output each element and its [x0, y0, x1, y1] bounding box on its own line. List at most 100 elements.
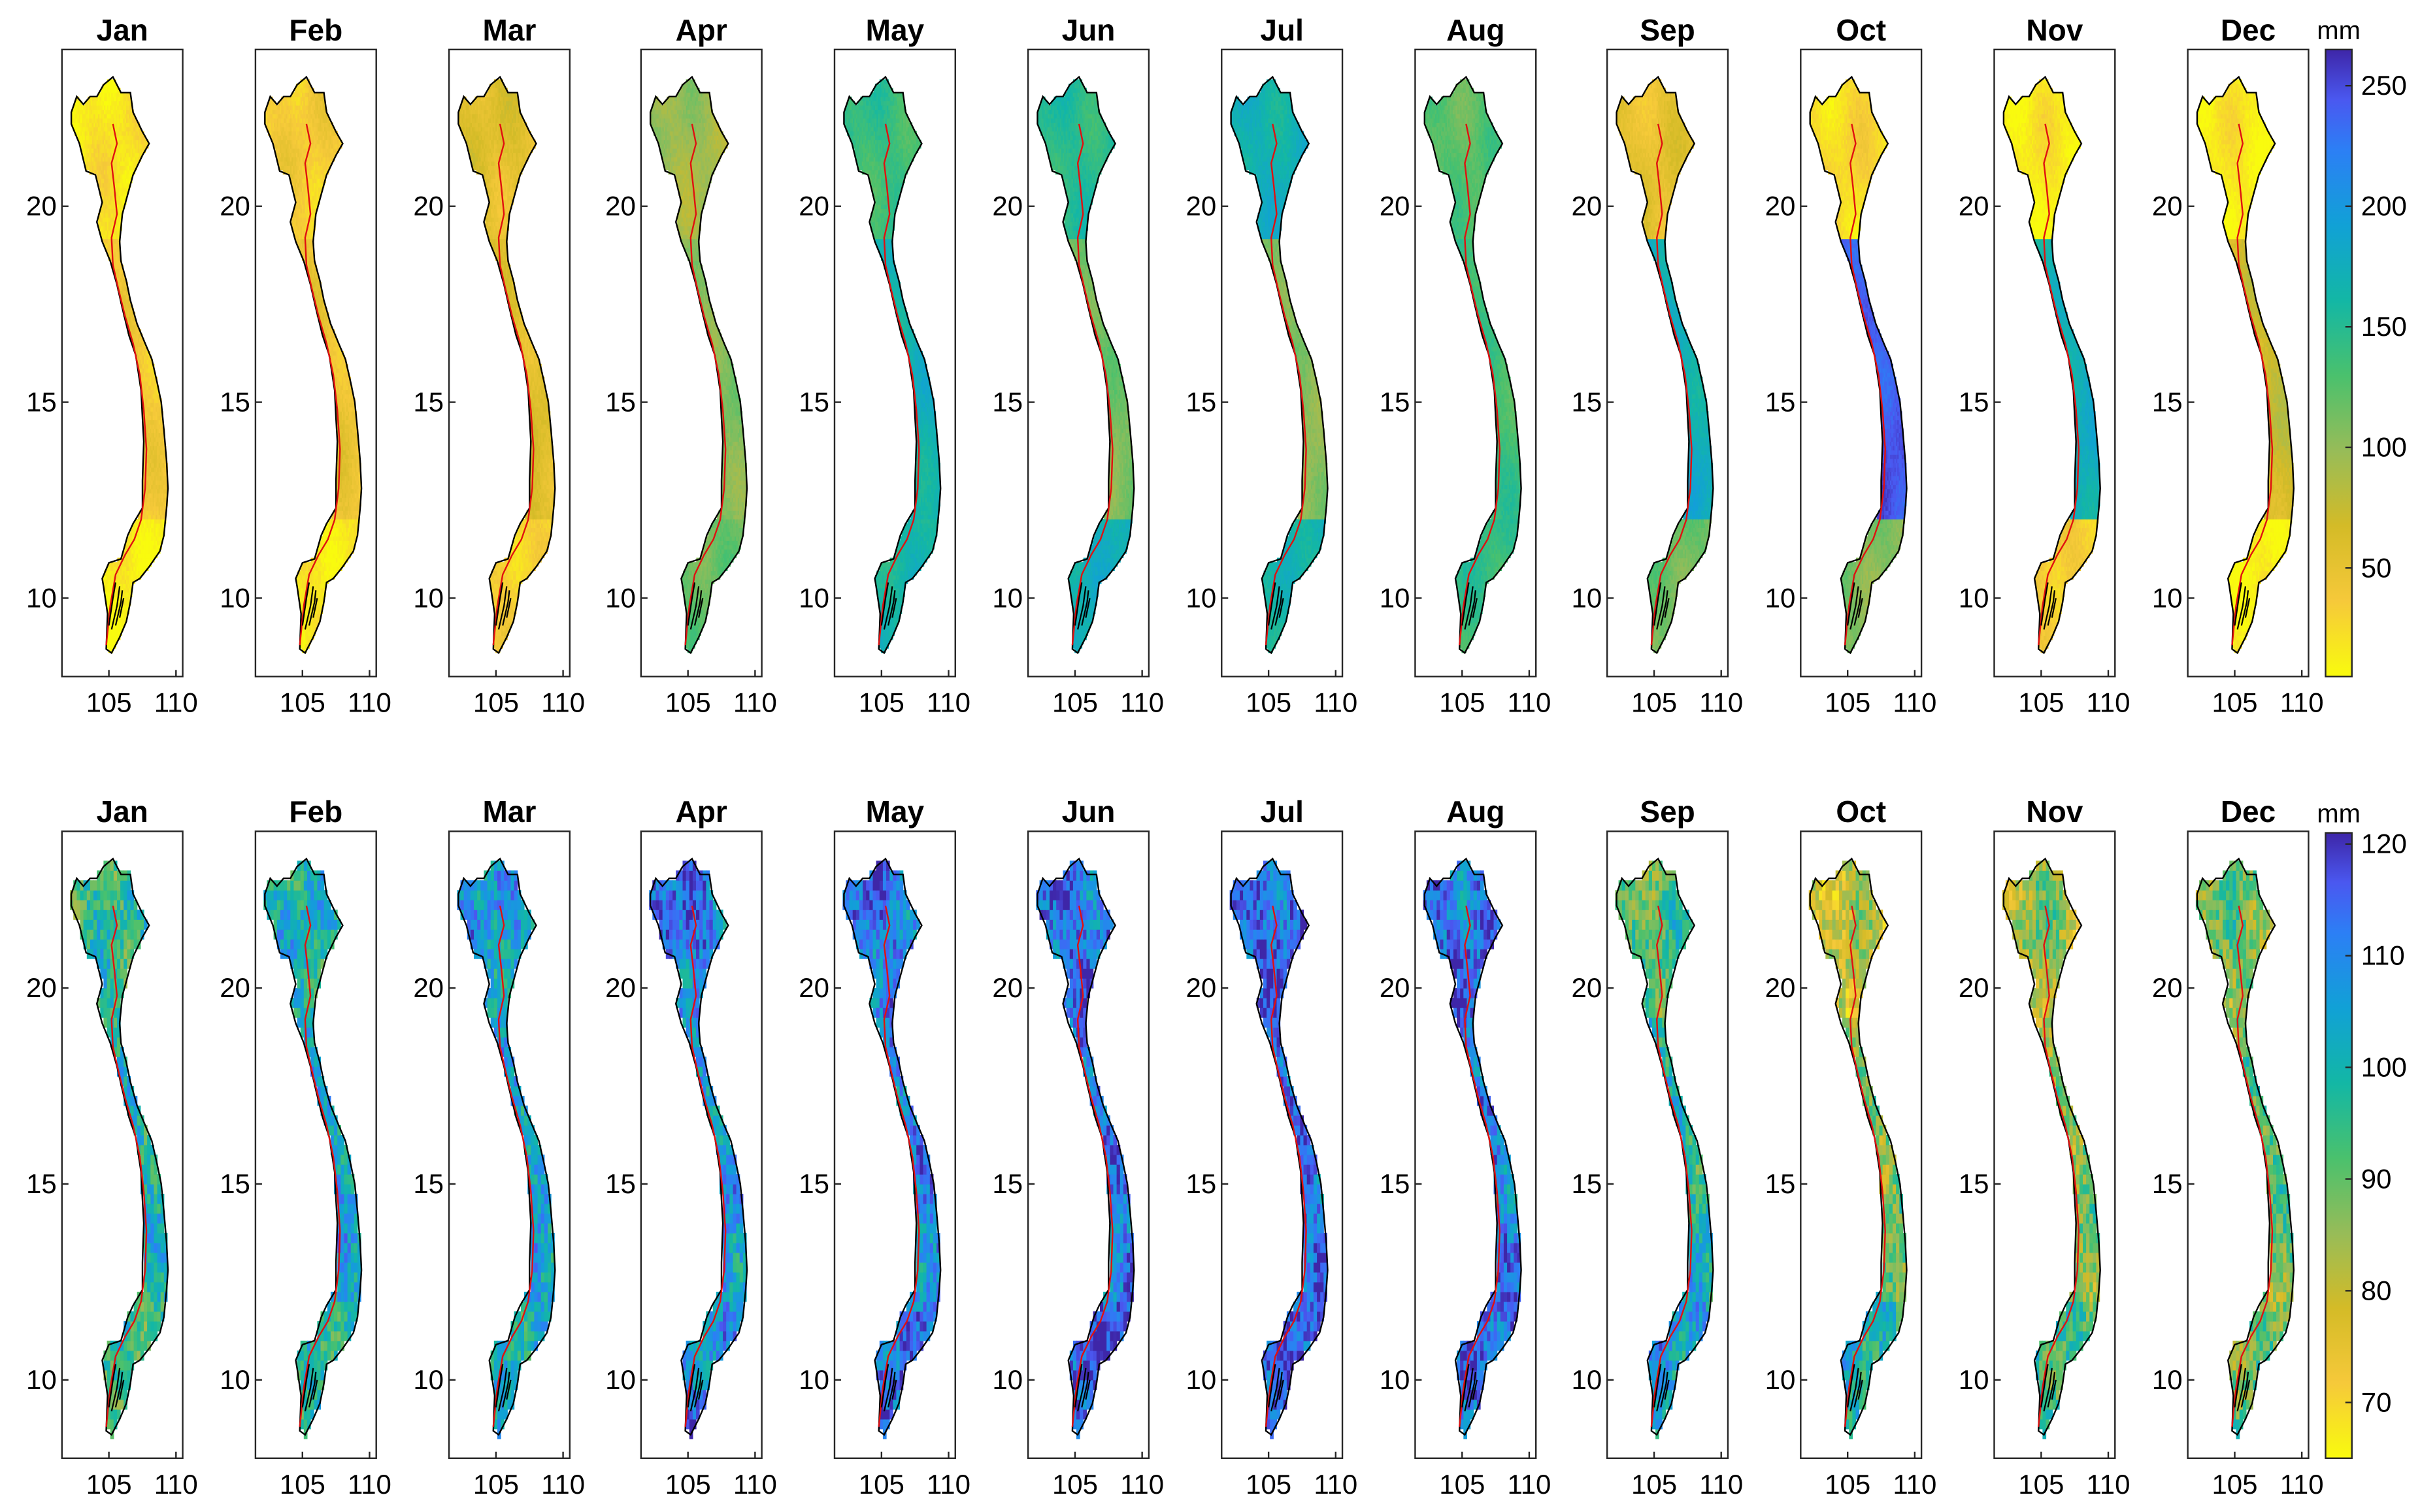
- heat-cell: [150, 385, 152, 390]
- heat-cell: [148, 562, 150, 567]
- heat-cell: [148, 403, 150, 408]
- heat-cell: [129, 169, 131, 175]
- heat-cell: [114, 570, 116, 576]
- heat-cell: [116, 587, 118, 593]
- heat-cell: [108, 225, 110, 231]
- heat-cell: [118, 208, 121, 214]
- heat-cell: [136, 566, 139, 571]
- heat-cell: [142, 359, 144, 365]
- heat-cell: [98, 144, 100, 149]
- heat-cell: [107, 165, 109, 171]
- heat-cell: [99, 127, 102, 132]
- heat-cell: [146, 433, 149, 438]
- heat-cell: [130, 320, 133, 325]
- heat-cell: [148, 557, 150, 563]
- heat-cell: [142, 389, 144, 395]
- heat-cell: [90, 148, 93, 154]
- heat-cell: [116, 269, 118, 274]
- heat-cell: [151, 489, 154, 494]
- heat-cell: [110, 640, 112, 645]
- heat-cell: [142, 148, 144, 154]
- heat-cell: [107, 230, 109, 235]
- heat-cell: [138, 575, 140, 580]
- heat-cell: [151, 406, 154, 412]
- heat-cell: [142, 393, 144, 399]
- heat-cell: [123, 286, 125, 291]
- heat-cell: [105, 587, 108, 593]
- heat-cell: [136, 329, 139, 335]
- heat-cell: [154, 532, 156, 537]
- heat-cell: [136, 131, 139, 136]
- heat-cell: [136, 338, 139, 343]
- heat-cell: [102, 182, 105, 188]
- heat-cell: [146, 359, 149, 365]
- heat-cell: [112, 247, 115, 252]
- heat-cell: [124, 282, 127, 287]
- heat-cell: [136, 557, 139, 563]
- heat-cell: [123, 152, 125, 157]
- heat-cell: [130, 329, 133, 335]
- heat-cell: [124, 312, 127, 317]
- heat-cell: [93, 161, 96, 166]
- heat-cell: [144, 562, 146, 567]
- heat-cell: [144, 471, 146, 476]
- heat-cell: [133, 157, 136, 162]
- heat-cell: [104, 148, 106, 154]
- heat-cell: [101, 217, 103, 222]
- heat-cell: [107, 131, 109, 136]
- heat-cell: [151, 446, 154, 451]
- heat-cell: [102, 131, 105, 136]
- heat-cell: [157, 527, 159, 533]
- heat-cell: [105, 583, 108, 589]
- heat-cell: [156, 436, 157, 442]
- heat-cell: [108, 230, 110, 235]
- heat-cell: [123, 135, 125, 140]
- heat-cell: [123, 618, 125, 623]
- heat-cell: [78, 131, 81, 136]
- heat-cell: [159, 480, 162, 485]
- heat-cell: [156, 419, 157, 425]
- heat-cell: [118, 622, 121, 627]
- heat-cell: [104, 139, 106, 144]
- heat-cell: [102, 212, 105, 218]
- heat-cell: [157, 489, 159, 494]
- heat-cell: [148, 501, 150, 507]
- heat-cell: [161, 463, 163, 468]
- heat-cell: [78, 139, 81, 144]
- heat-cell: [107, 195, 109, 201]
- heat-cell: [116, 635, 118, 640]
- heat-cell: [154, 389, 156, 395]
- heat-cell: [139, 359, 142, 365]
- heat-cell: [117, 260, 120, 265]
- heat-cell: [98, 139, 100, 144]
- heat-cell: [152, 536, 155, 541]
- heat-cell: [164, 506, 167, 511]
- heat-cell: [152, 514, 155, 519]
- panel-title: Jan: [97, 13, 148, 47]
- heat-cell: [90, 131, 93, 136]
- heat-cell: [125, 191, 128, 197]
- heat-cell: [142, 376, 144, 382]
- heat-cell: [110, 187, 112, 192]
- heat-cell: [123, 174, 125, 179]
- heat-cell: [156, 389, 157, 395]
- heat-cell: [112, 238, 115, 244]
- heat-cell: [125, 609, 128, 614]
- heat-cell: [111, 222, 114, 227]
- heat-cell: [136, 346, 139, 352]
- heat-cell: [158, 544, 161, 550]
- heat-cell: [124, 575, 127, 580]
- heat-cell: [105, 225, 108, 231]
- heat-cell: [114, 269, 116, 274]
- heat-cell: [104, 212, 106, 218]
- heat-cell: [146, 557, 149, 563]
- heat-cell: [104, 243, 106, 248]
- heat-cell: [135, 144, 137, 149]
- heat-cell: [141, 139, 143, 144]
- heat-cell: [116, 135, 118, 140]
- heat-cell: [139, 346, 142, 352]
- heat-cell: [154, 523, 156, 528]
- heat-cell: [135, 570, 137, 576]
- heat-cell: [122, 269, 124, 274]
